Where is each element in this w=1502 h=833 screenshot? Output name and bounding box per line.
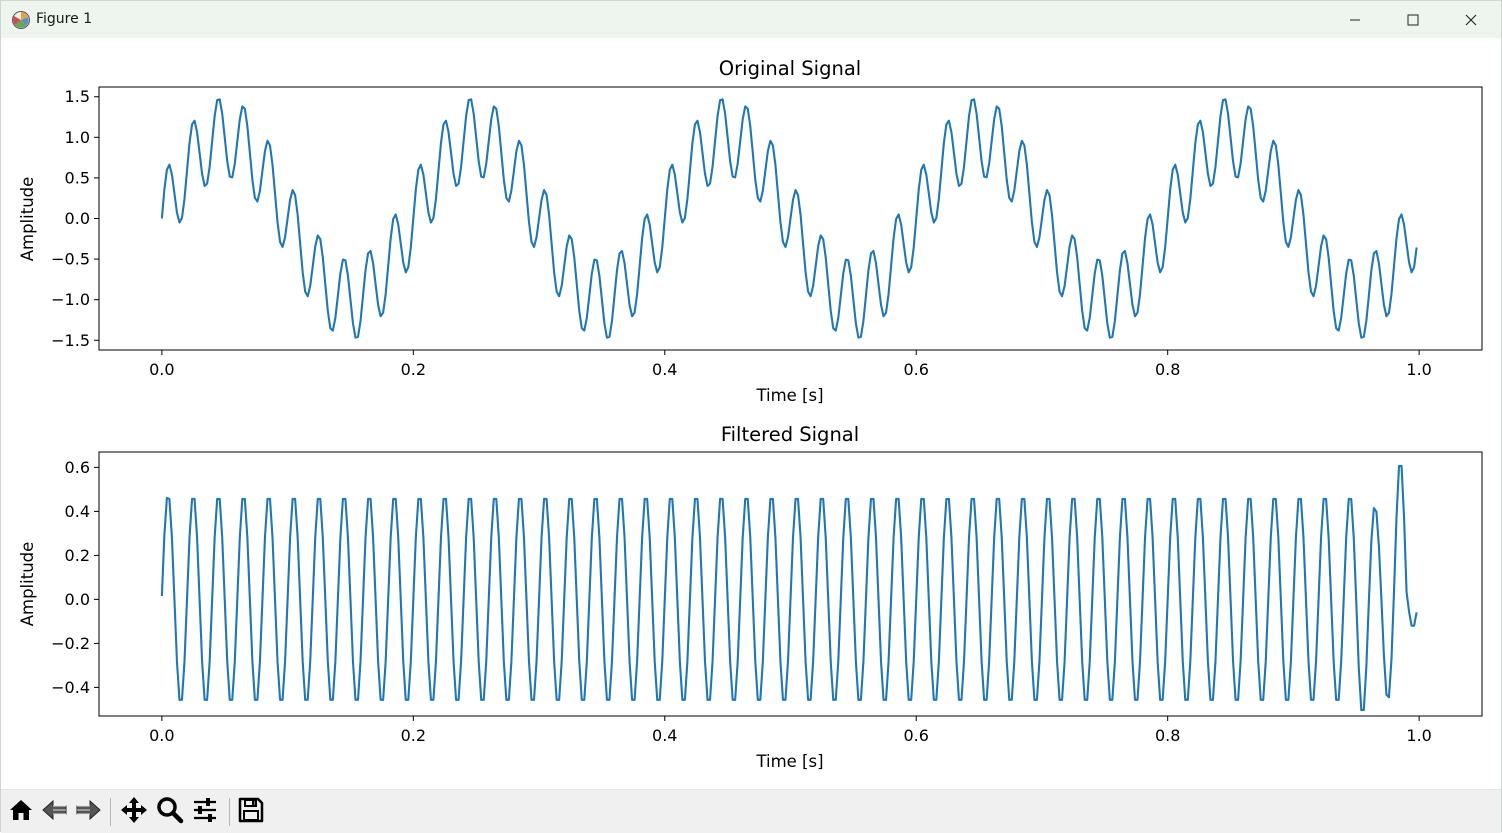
- back-button[interactable]: [39, 796, 71, 828]
- x-axis-label: Time [s]: [755, 752, 823, 771]
- move-arrows-icon: [120, 796, 148, 828]
- floppy-disk-icon: [238, 797, 264, 827]
- toolbar-separator: [110, 798, 111, 826]
- forward-button[interactable]: [72, 796, 104, 828]
- y-axis-label: Amplitude: [18, 177, 37, 262]
- y-tick-label: 0.4: [65, 502, 90, 521]
- y-tick-label: 0.0: [65, 590, 90, 609]
- axes-filtered[interactable]: Filtered Signal 0.6 0.4 0.2 0.0 −0.2 −0.4 0.0…: [18, 423, 1483, 771]
- x-tick-label: 0.4: [652, 726, 677, 745]
- configure-subplots-button[interactable]: [189, 796, 221, 828]
- x-tick-label: 0.0: [149, 360, 174, 379]
- x-tick-label: 0.8: [1155, 726, 1180, 745]
- x-tick-label: 1.0: [1406, 726, 1431, 745]
- x-tick-label: 0.6: [904, 360, 929, 379]
- close-icon: [1465, 14, 1477, 26]
- x-tick-label: 1.0: [1406, 360, 1431, 379]
- y-ticks: 1.5 1.0 0.5 0.0 −0.5 −1.0 −1.5: [51, 87, 99, 350]
- y-tick-label: −1.0: [51, 290, 90, 309]
- toolbar-separator: [229, 798, 230, 826]
- x-tick-label: 0.2: [401, 360, 426, 379]
- zoom-button[interactable]: [154, 796, 186, 828]
- y-tick-label: 0.5: [65, 168, 90, 187]
- save-button[interactable]: [235, 796, 267, 828]
- x-tick-label: 0.2: [401, 726, 426, 745]
- forward-arrow-icon: [74, 797, 102, 827]
- minimize-button[interactable]: [1326, 1, 1384, 38]
- y-ticks: 0.6 0.4 0.2 0.0 −0.2 −0.4: [51, 458, 99, 697]
- y-tick-label: 0.6: [65, 458, 90, 477]
- back-arrow-icon: [41, 797, 69, 827]
- x-ticks: 0.0 0.2 0.4 0.6 0.8 1.0: [149, 716, 1432, 745]
- y-tick-label: −0.5: [51, 250, 90, 269]
- figure-canvas[interactable]: Original Signal 1.5 1.0 0.5 0.0 −0.5 −1.0 −1.5…: [1, 38, 1501, 789]
- y-tick-label: 0.0: [65, 209, 90, 228]
- x-tick-label: 0.8: [1155, 360, 1180, 379]
- x-ticks: 0.0 0.2 0.4 0.6 0.8 1.0: [149, 350, 1432, 379]
- title-bar[interactable]: Figure 1: [1, 1, 1501, 38]
- pan-button[interactable]: [118, 796, 150, 828]
- window-title: Figure 1: [36, 11, 93, 27]
- signal-line: [160, 98, 1418, 339]
- maximize-button[interactable]: [1384, 1, 1442, 38]
- axes-title: Original Signal: [719, 57, 861, 80]
- axes-title: Filtered Signal: [721, 423, 859, 446]
- y-tick-label: 1.0: [65, 128, 90, 147]
- y-tick-label: 0.2: [65, 546, 90, 565]
- y-tick-label: −0.2: [51, 634, 90, 653]
- sliders-icon: [191, 796, 219, 828]
- y-axis-label: Amplitude: [18, 542, 37, 627]
- figure-svg[interactable]: Original Signal 1.5 1.0 0.5 0.0 −0.5 −1.0 −1.5…: [1, 38, 1501, 789]
- home-icon: [8, 797, 34, 827]
- y-tick-label: −1.5: [51, 331, 90, 350]
- x-tick-label: 0.0: [149, 726, 174, 745]
- y-tick-label: −0.4: [51, 678, 90, 697]
- close-button[interactable]: [1442, 1, 1500, 38]
- axes-frame: [98, 86, 1483, 351]
- x-tick-label: 0.4: [652, 360, 677, 379]
- matplotlib-icon: [11, 10, 31, 30]
- magnifier-icon: [156, 796, 184, 828]
- axes-original[interactable]: Original Signal 1.5 1.0 0.5 0.0 −0.5 −1.0 −1.5…: [18, 57, 1483, 405]
- y-tick-label: 1.5: [65, 87, 90, 106]
- minimize-icon: [1349, 14, 1361, 26]
- x-axis-label: Time [s]: [755, 386, 823, 405]
- axes-frame: [98, 451, 1483, 717]
- signal-line: [160, 464, 1418, 712]
- x-tick-label: 0.6: [904, 726, 929, 745]
- navigation-toolbar: [1, 789, 1501, 833]
- home-button[interactable]: [5, 796, 37, 828]
- maximize-icon: [1407, 14, 1419, 26]
